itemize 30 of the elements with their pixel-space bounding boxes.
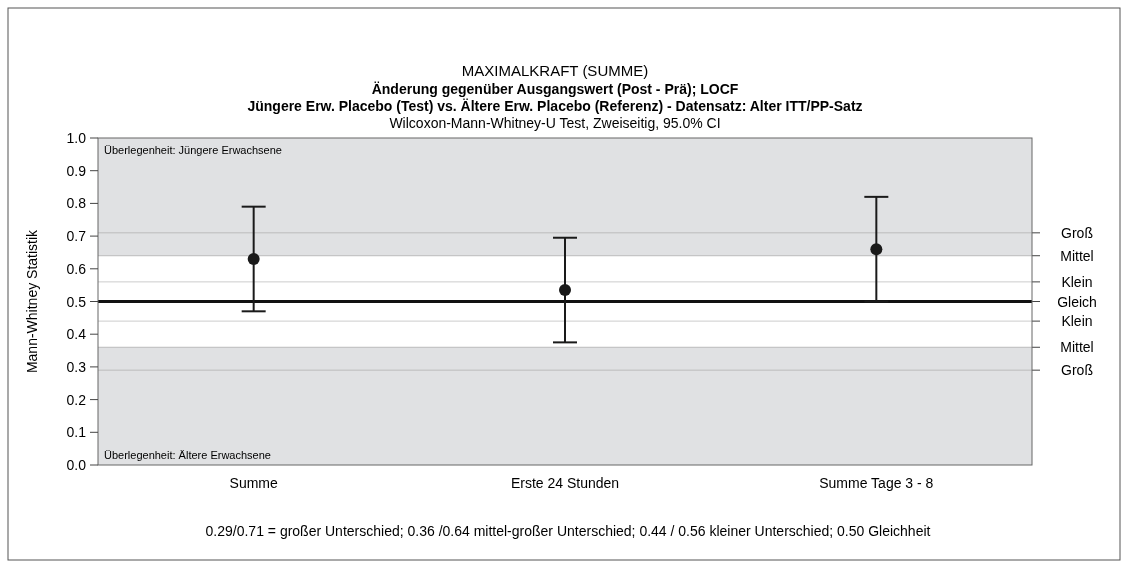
text: 0.29/0.71 = großer Unterschied; 0.36 /0.64 mittel-großer Unterschied; 0.44 / 0.56 kleiner Unterschied; 0.50 Gleichheit xyxy=(205,523,931,539)
x-tick-label: Summe Tage 3 - 8 xyxy=(819,475,934,491)
y-tick-label: 0.8 xyxy=(66,195,87,212)
y-axis-title: Mann-Whitney Statistik xyxy=(24,228,40,374)
y-tick-label: 0.9 xyxy=(66,162,87,179)
y-tick-label: 1.0 xyxy=(66,130,87,146)
ref-line-label: Groß xyxy=(1061,224,1093,241)
x-tick-label: Summe xyxy=(229,475,278,491)
ref-line-label: Klein xyxy=(1061,273,1093,290)
y-tick-label: 0.7 xyxy=(66,228,87,245)
y-tick-label: 0.0 xyxy=(66,457,87,473)
y-tick-label: 0.3 xyxy=(66,358,87,375)
point xyxy=(247,252,260,265)
chart-title: MAXIMALKRAFT (SUMME) xyxy=(461,62,649,79)
point xyxy=(870,243,883,256)
y-tick-label: 0.4 xyxy=(66,326,87,343)
chart-subtitle: Änderung gegenüber Ausgangswert (Post - Prä); LOCF Jüngere Erw. Placebo (Test) vs. Ältere Erw. Placebo (Referenz) - Datensatz: Alter ITT/PP-Satz Wilcoxon-Mann-Whitney-U Test, Zweiseitig, 95.0% CI xyxy=(247,81,863,131)
y-tick-label: 0.6 xyxy=(66,260,87,277)
band-label: Überlegenheit: Jüngere Erwachsene xyxy=(104,144,282,156)
x-tick-label: Erste 24 Stunden xyxy=(510,475,620,491)
y-tick-label: 0.1 xyxy=(66,424,87,441)
band-label: Überlegenheit: Ältere Erwachsene xyxy=(104,449,271,461)
y-tick-label: 0.2 xyxy=(66,391,87,408)
y-tick-label: 0.5 xyxy=(66,293,87,310)
ref-line-label: Mittel xyxy=(1060,247,1094,264)
ref-line-label: Klein xyxy=(1061,313,1093,330)
ref-line-label: Groß xyxy=(1061,362,1093,379)
ref-line-label: Mittel xyxy=(1060,339,1094,356)
point xyxy=(559,284,571,297)
ref-line-label: Gleich xyxy=(1057,293,1097,310)
